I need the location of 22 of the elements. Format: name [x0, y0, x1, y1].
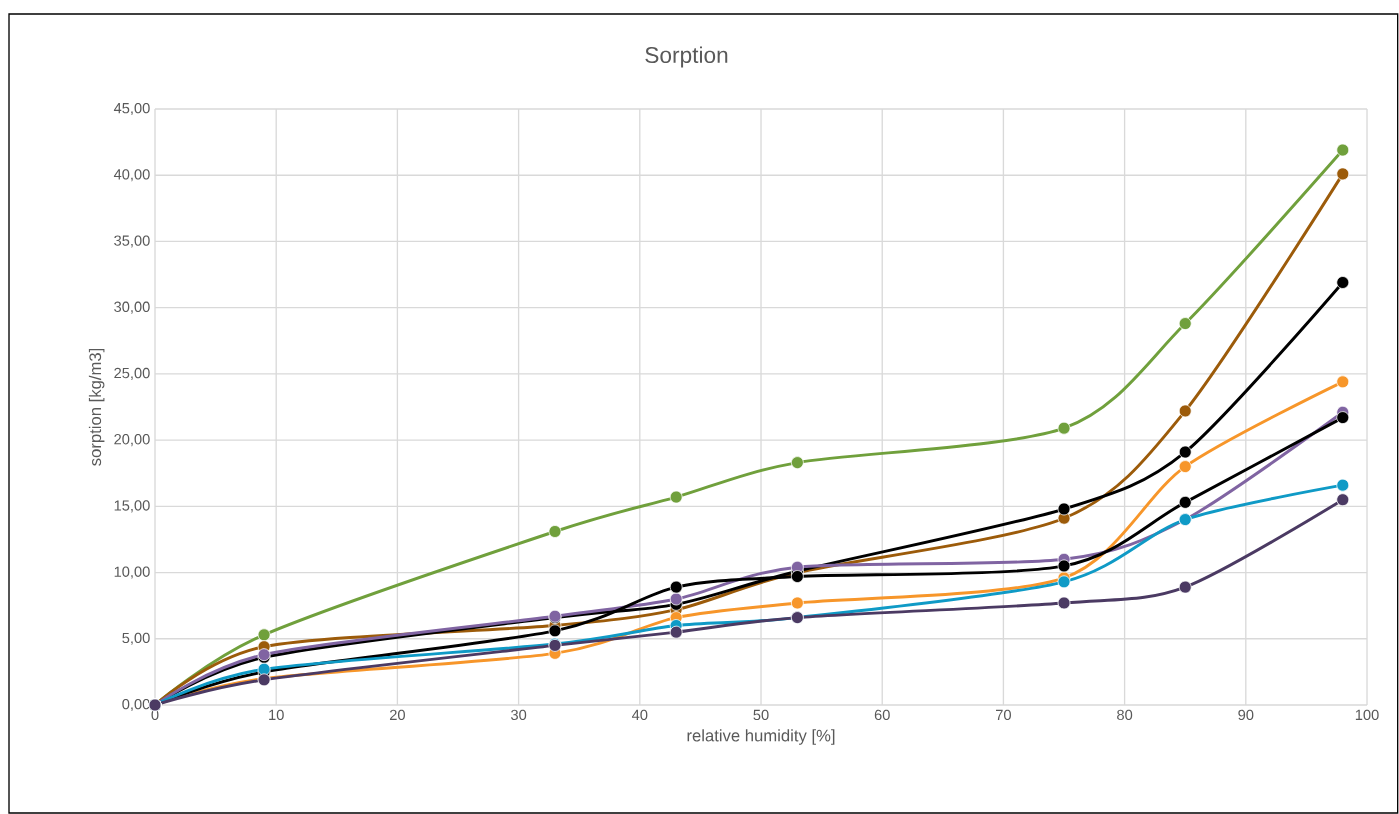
y-tick-label: 15,00	[114, 500, 150, 513]
x-tick-label: 100	[1355, 709, 1379, 721]
x-tick-label: 70	[996, 709, 1011, 721]
y-tick-label: 10,00	[114, 566, 150, 579]
x-tick-label: 30	[511, 709, 527, 721]
y-tick-label: 35,00	[114, 235, 150, 248]
y-tick-label: 30,00	[114, 301, 150, 314]
x-tick-label: 50	[753, 709, 769, 721]
x-axis-title: relative humidity [%]	[687, 729, 835, 745]
y-tick-label: 40,00	[113, 169, 150, 182]
x-tick-label: 20	[389, 709, 405, 721]
y-tick-label: 45,00	[113, 102, 150, 116]
x-tick-label: 60	[874, 709, 890, 721]
x-tick-label: 40	[631, 709, 648, 721]
x-tick-label: 90	[1238, 709, 1254, 721]
y-tick-label: 20,00	[114, 434, 150, 447]
y-tick-label: 25,00	[114, 367, 150, 380]
y-tick-label: 5,00	[122, 632, 150, 645]
y-axis-title: sorption [kg/m3]	[88, 348, 105, 466]
x-tick-label: 10	[269, 709, 284, 721]
x-tick-label: 80	[1117, 709, 1133, 721]
chart-title: Sorption	[645, 46, 728, 68]
